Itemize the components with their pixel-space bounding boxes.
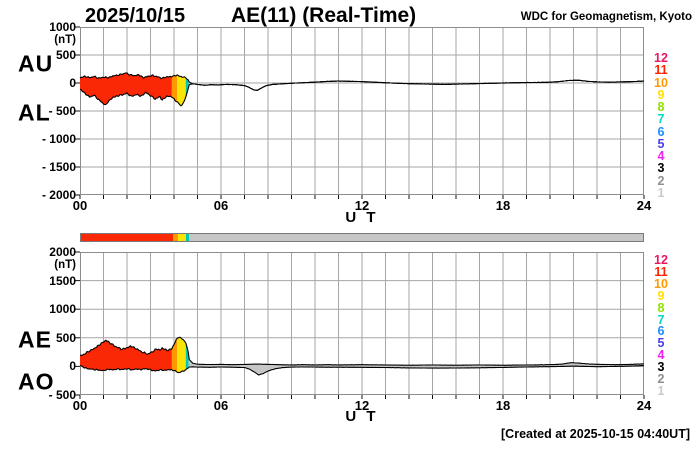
x-tick-label: 06 — [213, 198, 229, 213]
station-count-legend-item: 6 — [657, 324, 665, 339]
organization-label: WDC for Geomagnetism, Kyoto — [520, 11, 692, 23]
y-tick-label: 2000 — [49, 245, 76, 259]
station-count-legend-item: 11 — [654, 63, 668, 78]
station-count-legend-item: 4 — [657, 348, 665, 363]
y-tick-label: 500 — [55, 330, 76, 345]
label-ao: AO — [18, 368, 55, 395]
x-tick-label: 18 — [495, 398, 511, 413]
y-tick-label: 1000 — [49, 20, 76, 34]
plot-date: 2025/10/15 — [85, 5, 186, 27]
x-tick-label: 00 — [72, 198, 88, 213]
y-tick-label: - 2000 — [41, 188, 76, 202]
station-count-legend-item: 3 — [657, 161, 665, 176]
y-tick-label: 1000 — [49, 302, 76, 317]
x-tick-label: 00 — [72, 398, 88, 413]
station-count-legend-item: 4 — [657, 149, 665, 164]
label-au: AU — [18, 50, 54, 77]
station-count-legend-item: 10 — [654, 276, 668, 291]
y-tick-label: 0 — [69, 76, 76, 90]
station-count-legend-item: 10 — [654, 75, 668, 90]
colorbar-segment — [81, 234, 173, 241]
station-count-legend-item: 12 — [654, 253, 668, 267]
y-tick-label: - 500 — [48, 388, 76, 402]
label-ae: AE — [18, 326, 52, 353]
plot-title: AE(11) (Real-Time) — [231, 4, 417, 27]
au-al-panel — [75, 26, 645, 199]
station-count-legend-item: 9 — [657, 87, 665, 102]
station-count-legend-item: 1 — [657, 383, 665, 398]
x-tick-label: 24 — [636, 398, 652, 413]
x-tick-label: 12 — [354, 398, 370, 413]
colorbar-segment — [172, 234, 178, 241]
created-timestamp: [Created at 2025-10-15 04:40UT] — [501, 427, 690, 441]
y-tick-label: - 500 — [48, 104, 76, 118]
y-tick-label: 0 — [69, 359, 76, 374]
y-tick-label: - 1000 — [41, 132, 76, 146]
station-count-legend-item: 3 — [657, 360, 665, 375]
x-tick-label: 24 — [636, 198, 652, 213]
station-count-legend-item: 2 — [657, 372, 665, 386]
x-tick-label: 18 — [495, 198, 511, 213]
y-tick-label: 500 — [55, 48, 76, 62]
colorbar-segment — [177, 234, 187, 241]
station-count-legend-item: 5 — [657, 336, 665, 351]
station-count-legend-item: 9 — [657, 288, 665, 303]
station-availability-colorbar — [80, 233, 644, 242]
unit-label-top-panel: (nT) — [54, 34, 76, 46]
y-tick-label: - 1500 — [41, 160, 76, 174]
station-count-legend-item: 6 — [657, 124, 665, 139]
station-count-legend-item: 8 — [657, 100, 665, 115]
x-tick-label: 06 — [213, 398, 229, 413]
x-tick-label: 12 — [354, 198, 370, 213]
ae-ao-panel — [75, 251, 645, 399]
colorbar-segment — [186, 234, 190, 241]
unit-label-bottom-panel: (nT) — [54, 259, 76, 271]
y-tick-label: 1500 — [49, 273, 76, 288]
label-al: AL — [18, 99, 51, 126]
station-count-legend-item: 12 — [654, 51, 668, 65]
colorbar-segment — [189, 234, 643, 241]
station-count-legend-item: 11 — [654, 264, 668, 279]
station-count-legend-item: 5 — [657, 136, 665, 151]
station-count-legend-item: 2 — [657, 173, 665, 188]
station-count-legend-item: 7 — [657, 312, 665, 327]
station-count-legend-item: 7 — [657, 112, 665, 127]
station-count-legend-item: 8 — [657, 300, 665, 315]
x-axis-title-top-panel: U T — [345, 209, 379, 226]
station-count-legend-item: 1 — [657, 185, 665, 200]
x-axis-title-bottom-panel: U T — [345, 408, 379, 425]
